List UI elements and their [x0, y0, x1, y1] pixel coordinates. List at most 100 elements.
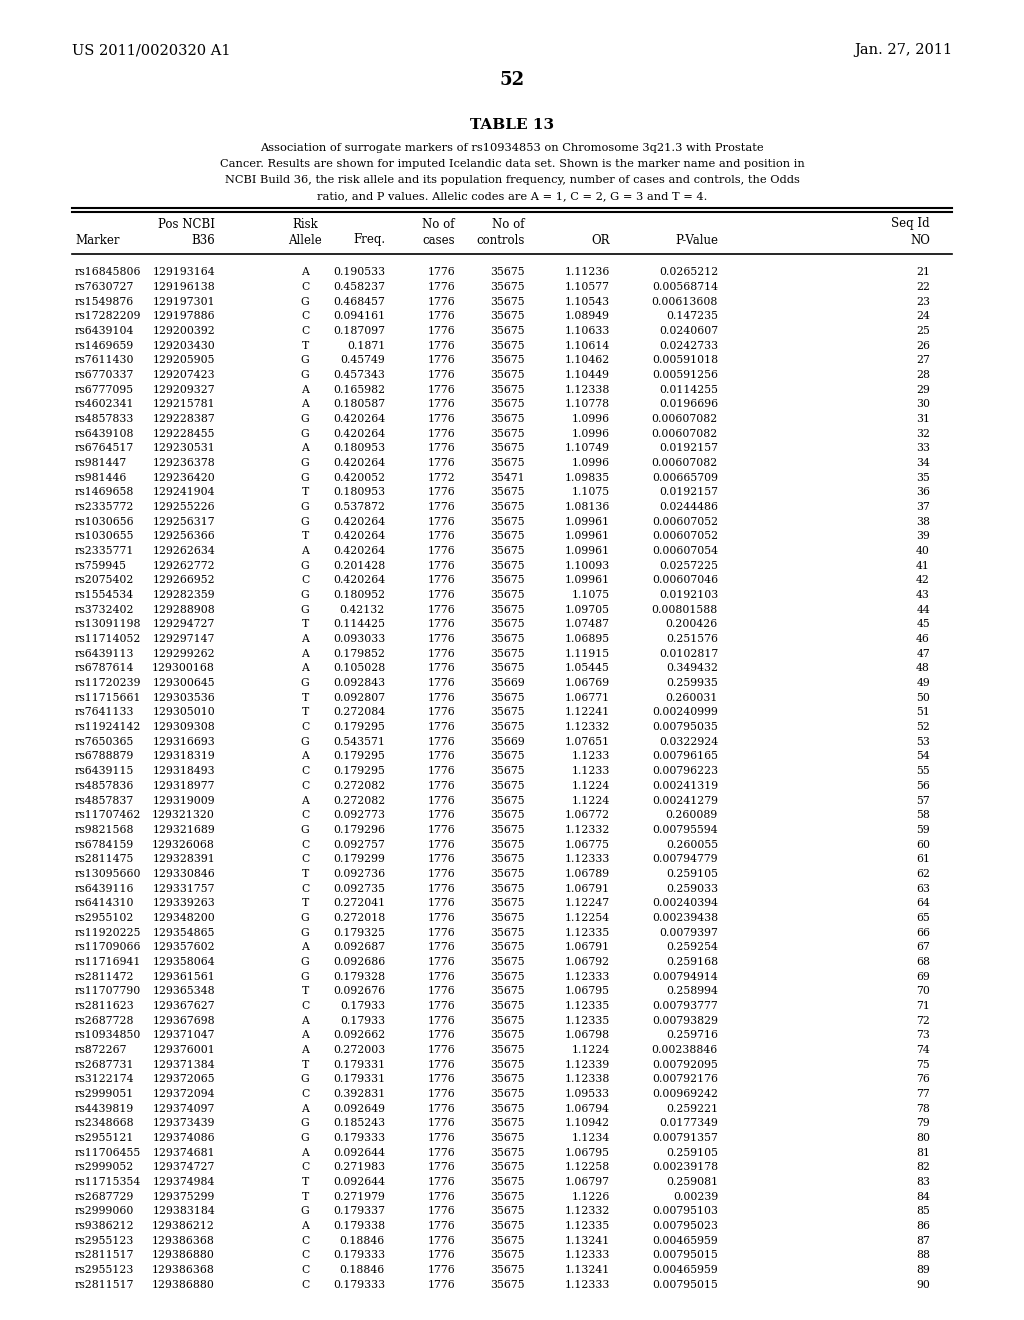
Text: rs1469658: rs1469658: [75, 487, 134, 498]
Text: rs4857837: rs4857837: [75, 796, 134, 805]
Text: 129374086: 129374086: [153, 1133, 215, 1143]
Text: 1.12339: 1.12339: [565, 1060, 610, 1069]
Text: 0.272084: 0.272084: [333, 708, 385, 718]
Text: rs6439108: rs6439108: [75, 429, 134, 438]
Text: 129203430: 129203430: [153, 341, 215, 351]
Text: 54: 54: [916, 751, 930, 762]
Text: 1776: 1776: [427, 751, 455, 762]
Text: 0.00591256: 0.00591256: [652, 370, 718, 380]
Text: 0.259221: 0.259221: [666, 1104, 718, 1114]
Text: 0.0079397: 0.0079397: [659, 928, 718, 937]
Text: 1.12335: 1.12335: [565, 928, 610, 937]
Text: 38: 38: [916, 516, 930, 527]
Text: G: G: [301, 1074, 309, 1084]
Text: 1.1233: 1.1233: [571, 751, 610, 762]
Text: 0.00796223: 0.00796223: [652, 766, 718, 776]
Text: 1776: 1776: [427, 502, 455, 512]
Text: 1776: 1776: [427, 1074, 455, 1084]
Text: 0.179328: 0.179328: [333, 972, 385, 982]
Text: 0.179337: 0.179337: [333, 1206, 385, 1216]
Text: 0.17933: 0.17933: [340, 1015, 385, 1026]
Text: rs2999052: rs2999052: [75, 1163, 134, 1172]
Text: 1.09961: 1.09961: [565, 516, 610, 527]
Text: 32: 32: [916, 429, 930, 438]
Text: 1776: 1776: [427, 312, 455, 321]
Text: C: C: [301, 312, 309, 321]
Text: 0.00465959: 0.00465959: [652, 1265, 718, 1275]
Text: A: A: [301, 444, 309, 453]
Text: rs2811517: rs2811517: [75, 1250, 134, 1261]
Text: 1.10462: 1.10462: [565, 355, 610, 366]
Text: C: C: [301, 1163, 309, 1172]
Text: 1776: 1776: [427, 1060, 455, 1069]
Text: 1.12333: 1.12333: [564, 854, 610, 865]
Text: 35675: 35675: [490, 341, 525, 351]
Text: 1776: 1776: [427, 1089, 455, 1100]
Text: 129300168: 129300168: [153, 664, 215, 673]
Text: 0.0240607: 0.0240607: [658, 326, 718, 337]
Text: rs6439104: rs6439104: [75, 326, 134, 337]
Text: 0.458237: 0.458237: [333, 282, 385, 292]
Text: 56: 56: [916, 781, 930, 791]
Text: 39: 39: [916, 532, 930, 541]
Text: US 2011/0020320 A1: US 2011/0020320 A1: [72, 44, 230, 57]
Text: 90: 90: [916, 1279, 930, 1290]
Text: 1.06895: 1.06895: [565, 634, 610, 644]
Text: Allele: Allele: [288, 234, 322, 247]
Text: 1776: 1776: [427, 268, 455, 277]
Text: 0.272082: 0.272082: [333, 781, 385, 791]
Text: rs2335772: rs2335772: [75, 502, 134, 512]
Text: 61: 61: [916, 854, 930, 865]
Text: 35675: 35675: [490, 1133, 525, 1143]
Text: Jan. 27, 2011: Jan. 27, 2011: [854, 44, 952, 57]
Text: 0.00792095: 0.00792095: [652, 1060, 718, 1069]
Text: C: C: [301, 326, 309, 337]
Text: 129374681: 129374681: [153, 1147, 215, 1158]
Text: C: C: [301, 1001, 309, 1011]
Text: 1776: 1776: [427, 590, 455, 601]
Text: rs2687729: rs2687729: [75, 1192, 134, 1201]
Text: 129282359: 129282359: [153, 590, 215, 601]
Text: 35675: 35675: [490, 561, 525, 570]
Text: 1.10749: 1.10749: [565, 444, 610, 453]
Text: 129230531: 129230531: [153, 444, 215, 453]
Text: A: A: [301, 400, 309, 409]
Text: 1776: 1776: [427, 1236, 455, 1246]
Text: 35675: 35675: [490, 825, 525, 834]
Text: G: G: [301, 928, 309, 937]
Text: 129241904: 129241904: [153, 487, 215, 498]
Text: 35675: 35675: [490, 326, 525, 337]
Text: Freq.: Freq.: [353, 234, 385, 247]
Text: 1.12333: 1.12333: [564, 972, 610, 982]
Text: 1.12247: 1.12247: [565, 898, 610, 908]
Text: rs11709066: rs11709066: [75, 942, 141, 952]
Text: 57: 57: [916, 796, 930, 805]
Text: 0.0192103: 0.0192103: [658, 590, 718, 601]
Text: 0.092676: 0.092676: [333, 986, 385, 997]
Text: 0.00607082: 0.00607082: [651, 429, 718, 438]
Text: 0.00793829: 0.00793829: [652, 1015, 718, 1026]
Text: 82: 82: [916, 1163, 930, 1172]
Text: 88: 88: [916, 1250, 930, 1261]
Text: B36: B36: [191, 234, 215, 247]
Text: 1776: 1776: [427, 986, 455, 997]
Text: C: C: [301, 722, 309, 733]
Text: C: C: [301, 1250, 309, 1261]
Text: 1.10633: 1.10633: [564, 326, 610, 337]
Text: 0.105028: 0.105028: [333, 664, 385, 673]
Text: 0.201428: 0.201428: [333, 561, 385, 570]
Text: 0.179333: 0.179333: [333, 1133, 385, 1143]
Text: 35675: 35675: [490, 957, 525, 966]
Text: A: A: [301, 546, 309, 556]
Text: 0.260089: 0.260089: [666, 810, 718, 820]
Text: 0.259935: 0.259935: [667, 678, 718, 688]
Text: 1.10577: 1.10577: [565, 282, 610, 292]
Text: 1.12333: 1.12333: [564, 1250, 610, 1261]
Text: 35675: 35675: [490, 429, 525, 438]
Text: rs7630727: rs7630727: [75, 282, 134, 292]
Text: 21: 21: [916, 268, 930, 277]
Text: P-Value: P-Value: [675, 234, 718, 247]
Text: 0.00795023: 0.00795023: [652, 1221, 718, 1232]
Text: T: T: [301, 1192, 308, 1201]
Text: 1776: 1776: [427, 825, 455, 834]
